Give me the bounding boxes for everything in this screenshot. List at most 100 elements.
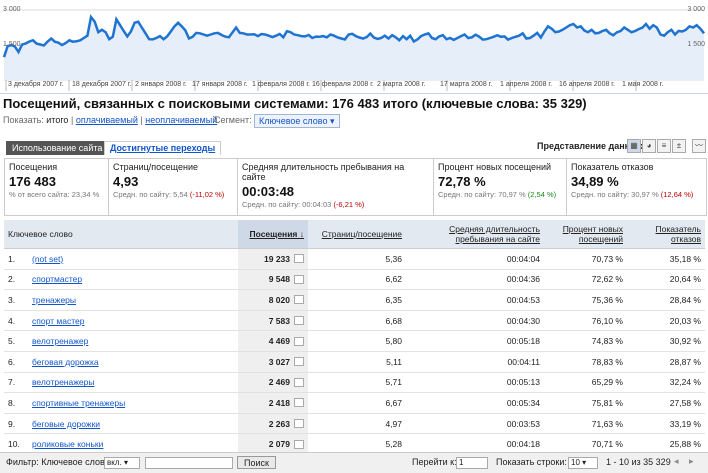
x-label: 17 марта 2008 г.	[440, 81, 493, 88]
show-unpaid-link[interactable]: неоплачиваемый	[145, 115, 218, 125]
table-row: 6. беговая дорожка 3 027 5,11 00:04:11 78,83 …	[4, 351, 705, 373]
visits-value-wrap: 3 027	[242, 357, 304, 367]
bounce-rate-cell: 28,87 %	[627, 351, 705, 373]
pages-per-visit-cell: 6,62	[308, 269, 406, 291]
page-range: 1 - 10 из 35 329	[606, 457, 671, 467]
visits-cell: 2 263	[238, 413, 308, 435]
performance-view-icon[interactable]: ≡	[657, 139, 671, 153]
keyword-cell: спортивные тренажеры	[28, 392, 238, 414]
show-filter-row: Показать: итого | оплачиваемый | неоплач…	[3, 115, 217, 125]
keyword-link[interactable]: беговые дорожки	[32, 418, 101, 429]
x-label: 16 апреля 2008 г.	[559, 81, 615, 88]
tab-goal-conversions[interactable]: Достигнутые переходы	[104, 141, 222, 155]
table-row: 4. спорт мастер 7 583 6,68 00:04:30 76,10 % 20…	[4, 310, 705, 332]
filter-input[interactable]	[145, 457, 233, 469]
metric-delta: (2,54 %)	[527, 190, 557, 199]
header-visits[interactable]: Посещения ↓	[238, 220, 308, 249]
comparison-view-icon[interactable]: ±	[672, 139, 686, 153]
keyword-link[interactable]: тренажеры	[32, 294, 77, 305]
visits-cell: 3 027	[238, 351, 308, 373]
keyword-link[interactable]: беговая дорожка	[32, 356, 99, 367]
avg-duration-cell: 00:05:13	[406, 372, 544, 394]
metric-sub: Средн. по сайту: 5,54 (-11,02 %)	[113, 190, 233, 199]
avg-duration-cell: 00:04:36	[406, 269, 544, 291]
separator: |	[140, 115, 143, 125]
visits-value: 4 469	[268, 336, 290, 347]
table-row: 7. велотренажеры 2 469 5,71 00:05:13 65,29 % 3…	[4, 372, 705, 394]
visits-value-wrap: 8 020	[242, 295, 304, 305]
visits-cell: 9 548	[238, 269, 308, 291]
metric-avg: Средн. по сайту: 00:04:03	[242, 200, 332, 209]
show-paid-link[interactable]: оплачиваемый	[75, 115, 138, 125]
keyword-link[interactable]: роликовые коньки	[32, 439, 104, 450]
search-button[interactable]: Поиск	[237, 456, 276, 469]
keyword-link[interactable]: спортмастер	[32, 274, 83, 285]
visits-bar-icon	[294, 295, 304, 305]
goto-label: Перейти к:	[412, 457, 457, 467]
visits-value-wrap: 2 263	[242, 419, 304, 429]
row-index: 8.	[4, 392, 28, 414]
avg-duration-cell: 00:04:30	[406, 310, 544, 332]
trend-view-icon[interactable]: 〰	[692, 139, 706, 153]
metric-value: 4,93	[113, 174, 139, 189]
table-row: 2. спортмастер 9 548 6,62 00:04:36 72,62 % 20,…	[4, 269, 705, 291]
metric-sub: Средн. по сайту: 70,97 % (2,54 %)	[438, 190, 562, 199]
tab-site-usage[interactable]: Использование сайта	[6, 141, 109, 155]
keyword-cell: спорт мастер	[28, 310, 238, 332]
visits-value: 2 079	[268, 439, 290, 450]
row-index: 2.	[4, 269, 28, 291]
bounce-rate-cell: 32,24 %	[627, 372, 705, 394]
x-label: 2 января 2008 г.	[135, 81, 187, 88]
visits-value: 2 418	[268, 397, 290, 408]
new-visits-cell: 76,10 %	[544, 310, 627, 332]
keyword-link[interactable]: спорт мастер	[32, 315, 85, 326]
keyword-link[interactable]: велотренажер	[32, 336, 89, 347]
avg-duration-cell: 00:04:04	[406, 248, 544, 270]
visits-value: 9 548	[268, 274, 290, 285]
bounce-rate-cell: 20,03 %	[627, 310, 705, 332]
metric-label: Процент новых посещений	[438, 162, 552, 172]
table-view-icon[interactable]: ▦	[627, 139, 641, 153]
table-row: 1. (not set) 19 233 5,36 00:04:04 70,73 % 35,1…	[4, 248, 705, 270]
pie-view-icon[interactable]: ◕	[642, 139, 656, 153]
metric-label: Средняя длительность пребывания на сайте	[242, 162, 405, 182]
keyword-cell: тренажеры	[28, 289, 238, 311]
y-label-mid-right: 1 500	[687, 41, 705, 48]
header-pages-per-visit[interactable]: Страниц/посещение	[308, 220, 406, 249]
visits-value-wrap: 9 548	[242, 274, 304, 284]
visits-value: 19 233	[264, 253, 290, 264]
row-index: 6.	[4, 351, 28, 373]
metric-value: 00:03:48	[242, 184, 295, 199]
header-label: Средняя длительность пребывания на сайте	[449, 224, 540, 244]
metric-avg: Средн. по сайту: 70,97 %	[438, 190, 526, 199]
filter-mode-select[interactable]: вкл. ▾	[104, 457, 140, 469]
header-avg-duration[interactable]: Средняя длительность пребывания на сайте	[406, 220, 544, 249]
rows-select[interactable]: 10 ▾	[568, 457, 598, 469]
visits-value: 2 263	[268, 418, 290, 429]
new-visits-cell: 65,29 %	[544, 372, 627, 394]
metric-visits: Посещения 176 483 % от всего сайта: 23,3…	[5, 159, 109, 215]
data-view-label: Представление данных:	[537, 141, 646, 151]
metric-sub: % от всего сайта: 23,34 %	[9, 190, 100, 199]
visits-value-wrap: 2 418	[242, 398, 304, 408]
keyword-link[interactable]: спортивные тренажеры	[32, 397, 126, 408]
goto-input[interactable]: 1	[456, 457, 488, 469]
metric-new-visits: Процент новых посещений 72,78 % Средн. п…	[434, 159, 567, 215]
new-visits-cell: 74,83 %	[544, 330, 627, 352]
bounce-rate-cell: 27,58 %	[627, 392, 705, 414]
keyword-link[interactable]: велотренажеры	[32, 377, 95, 388]
page-title: Посещений, связанных с поисковыми систем…	[3, 96, 587, 111]
metric-avg: Средн. по сайту: 30,97 %	[571, 190, 659, 199]
header-bounce-rate[interactable]: Показатель отказов	[627, 220, 705, 249]
visits-chart: 3 000 1 500 3 000 1 500 3 декабря 2007 г…	[0, 0, 708, 94]
table-row: 8. спортивные тренажеры 2 418 6,67 00:05:34 7…	[4, 392, 705, 414]
segment-dropdown[interactable]: Ключевое слово ▾	[254, 114, 340, 128]
next-page-icon[interactable]: ▸	[689, 456, 694, 466]
rows-label: Показать строки:	[496, 457, 567, 467]
metric-label: Посещения	[9, 162, 58, 172]
row-index: 3.	[4, 289, 28, 311]
separator: |	[70, 115, 74, 125]
keyword-link[interactable]: (not set)	[32, 253, 64, 264]
header-new-visits[interactable]: Процент новых посещений	[544, 220, 627, 249]
prev-page-icon[interactable]: ◂	[674, 456, 679, 466]
